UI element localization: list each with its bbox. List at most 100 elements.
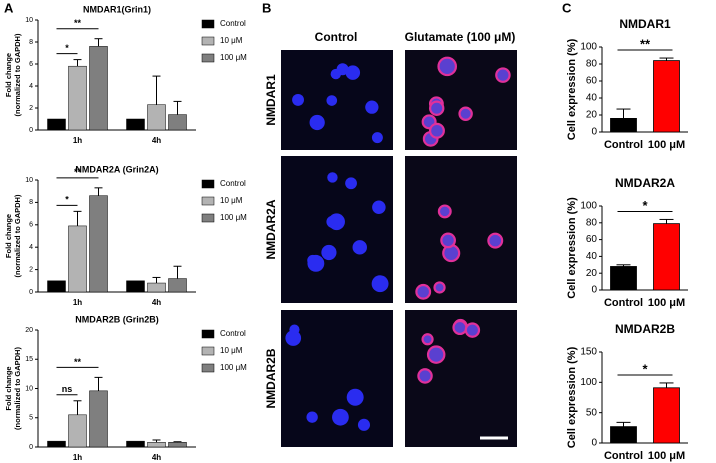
legend-label: Control [220, 179, 246, 188]
legend-label: 10 μM [220, 36, 243, 45]
cell [332, 408, 349, 426]
chart-title: NMDAR2A [615, 176, 675, 190]
x-tick-label: 100 μM [648, 297, 685, 309]
legend-label: 10 μM [220, 196, 243, 205]
legend-label: 100 μM [220, 53, 247, 62]
panel-label: C [562, 0, 572, 15]
column-label: Glutamate (100 μM) [405, 30, 516, 44]
y-tick-label: 15 [25, 356, 33, 363]
cell [372, 200, 386, 215]
cell [437, 56, 458, 77]
x-tick-label: 100 μM [648, 139, 685, 151]
y-axis-label: (normalized to GAPDH) [13, 194, 22, 277]
bar [147, 282, 166, 293]
row-label: NMDAR1 [264, 74, 278, 126]
cell [495, 67, 511, 83]
x-tick-label: Control [604, 139, 643, 151]
bar [147, 104, 166, 131]
cell [357, 418, 371, 431]
cell [309, 114, 325, 131]
bar [47, 280, 66, 293]
legend-swatch [201, 179, 215, 189]
significance-label: ** [640, 36, 651, 51]
bar [653, 60, 680, 133]
y-tick-label: 60 [586, 76, 598, 87]
legend-label: 10 μM [220, 346, 243, 355]
y-tick-label: 0 [591, 127, 597, 138]
legend-swatch [201, 19, 215, 29]
cell [428, 122, 445, 139]
y-tick-label: 2 [29, 105, 33, 112]
y-tick-label: 150 [580, 347, 597, 358]
significance-label: ** [74, 167, 82, 177]
cell [429, 100, 445, 116]
bar [653, 223, 680, 291]
y-tick-label: 6 [29, 222, 33, 229]
bar [68, 65, 87, 131]
cell [437, 204, 452, 219]
legend-label: Control [220, 329, 246, 338]
row-label: NMDAR2B [264, 348, 278, 408]
x-tick-label: 1h [73, 136, 82, 145]
y-tick-label: 8 [29, 199, 33, 206]
row-label: NMDAR2A [264, 199, 278, 259]
y-tick-label: 0 [591, 285, 597, 296]
y-axis-label: Cell expression (%) [566, 346, 578, 448]
y-tick-label: 20 [25, 327, 33, 334]
y-tick-label: 100 [580, 42, 597, 53]
cell [307, 254, 325, 272]
bar [610, 426, 637, 444]
cell [415, 283, 432, 300]
y-tick-label: 50 [586, 407, 598, 418]
x-tick-label: 4h [152, 453, 161, 462]
cell [345, 65, 361, 80]
y-axis-label: (normalized to GAPDH) [13, 347, 22, 430]
bar [68, 225, 87, 293]
cell [371, 132, 383, 144]
bar [89, 390, 108, 448]
bar [47, 440, 66, 448]
x-tick-label: 4h [152, 136, 161, 145]
significance-label: ns [62, 384, 73, 394]
cell [285, 330, 302, 346]
y-tick-label: 10 [25, 17, 33, 24]
bar [126, 280, 145, 293]
chart-title: NMDAR2B [615, 322, 675, 336]
legend-swatch [201, 36, 215, 46]
legend-label: 100 μM [220, 363, 247, 372]
bar [126, 440, 145, 448]
y-tick-label: 4 [29, 83, 33, 90]
y-axis-label: Fold change [4, 214, 13, 258]
y-tick-label: 100 [580, 201, 597, 212]
bar [168, 278, 187, 293]
cell [464, 322, 481, 338]
cell [440, 232, 456, 249]
y-tick-label: 20 [586, 110, 598, 121]
cell [321, 244, 337, 261]
cell [326, 95, 338, 106]
legend-swatch [201, 196, 215, 206]
cell [346, 388, 364, 406]
legend-swatch [201, 329, 215, 339]
y-tick-label: 100 [580, 377, 597, 388]
x-tick-label: Control [604, 297, 643, 309]
x-tick-label: 4h [152, 298, 161, 307]
legend-label: 100 μM [220, 213, 247, 222]
chart-title: NMDAR2A (Grin2A) [75, 164, 158, 174]
bar [126, 118, 145, 131]
cell [352, 240, 367, 255]
bar [610, 266, 637, 291]
y-tick-label: 0 [29, 289, 33, 296]
y-tick-label: 80 [586, 217, 598, 228]
cell [433, 281, 446, 294]
x-tick-label: Control [604, 450, 643, 462]
cell [327, 172, 338, 183]
y-axis-label: (normalized to GAPDH) [13, 33, 22, 116]
y-tick-label: 80 [586, 59, 598, 70]
cell [452, 319, 468, 336]
cell [458, 106, 473, 121]
bar [653, 387, 680, 444]
cell [289, 324, 300, 335]
y-axis-label: Cell expression (%) [566, 197, 578, 299]
